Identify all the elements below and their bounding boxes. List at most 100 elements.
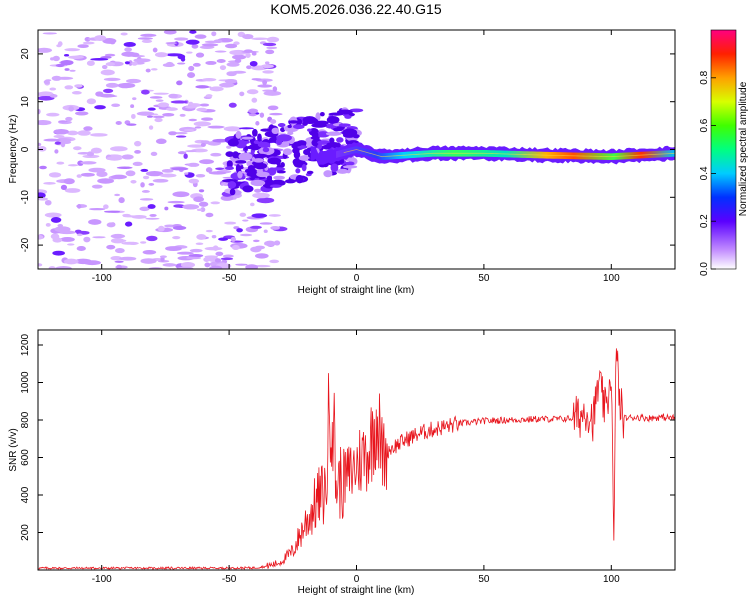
noise-blob-dense	[256, 171, 270, 178]
noise-blob-dense	[251, 146, 258, 151]
noise-blob	[83, 126, 93, 131]
spectrogram-x-tick-label: 0	[354, 273, 360, 284]
noise-blob	[172, 225, 187, 230]
noise-blob-dense	[295, 175, 304, 184]
noise-blob	[215, 167, 225, 170]
noise-blob-dense	[317, 143, 323, 150]
noise-blob-dense	[235, 160, 247, 164]
noise-blob	[55, 63, 65, 68]
noise-blob-dense	[301, 164, 307, 172]
noise-blob-dense	[336, 168, 349, 174]
noise-blob	[54, 226, 71, 233]
noise-blob	[191, 44, 199, 49]
noise-blob	[201, 43, 219, 47]
noise-blob-dense	[322, 144, 332, 150]
spectrogram-y-tick-label: 20	[20, 48, 31, 60]
snr-series-line	[38, 348, 675, 570]
noise-blob	[198, 201, 209, 207]
noise-blob	[168, 131, 177, 136]
noise-blob	[130, 180, 137, 184]
noise-blob	[204, 255, 219, 259]
noise-blob	[137, 37, 153, 40]
noise-blob	[239, 233, 253, 237]
noise-blob	[219, 82, 235, 88]
spectrogram-x-ticks: -100 -50 0 50 100	[92, 30, 620, 284]
noise-blob	[195, 85, 209, 89]
noise-blob	[148, 125, 154, 130]
noise-blob	[146, 235, 158, 242]
noise-blob	[267, 105, 279, 111]
noise-blob	[69, 69, 76, 72]
noise-blob	[188, 253, 204, 258]
noise-blob	[262, 80, 268, 85]
noise-blob	[145, 171, 164, 177]
snr-x-tick-label: 0	[354, 574, 360, 585]
noise-blob	[157, 225, 165, 232]
noise-blob	[152, 47, 158, 53]
noise-blob	[76, 233, 83, 237]
noise-blob-dense	[287, 124, 292, 129]
noise-blob	[218, 237, 229, 241]
noise-blob-dense	[235, 164, 241, 173]
noise-blob	[140, 33, 157, 37]
noise-blob	[99, 93, 115, 98]
noise-blob	[223, 126, 242, 132]
noise-blob	[269, 259, 280, 264]
noise-blob	[94, 35, 107, 41]
noise-blob	[73, 146, 82, 151]
noise-blob-dense	[277, 123, 286, 128]
noise-blob	[184, 172, 189, 175]
noise-blob	[121, 154, 134, 160]
spectrogram-y-tick-label: 0	[20, 146, 31, 152]
noise-blob-dense	[262, 147, 270, 153]
snr-y-tick-label: 200	[20, 524, 31, 541]
noise-blob	[188, 101, 194, 107]
noise-blob	[97, 178, 115, 184]
noise-blob	[141, 39, 153, 44]
noise-blob	[141, 89, 150, 95]
noise-blob	[205, 60, 217, 65]
chart-title: KOM5.2026.036.22.40.G15	[270, 1, 441, 17]
noise-blob	[52, 237, 63, 243]
noise-blob	[119, 256, 137, 261]
noise-blob	[76, 174, 82, 178]
noise-blob	[110, 233, 126, 239]
noise-blob-dense	[225, 151, 234, 158]
noise-blob	[114, 193, 121, 197]
noise-blob	[105, 82, 119, 88]
snr-y-tick-label: 1000	[20, 371, 31, 394]
noise-blob	[187, 144, 206, 148]
noise-blob	[38, 146, 47, 152]
noise-blob-dense	[307, 128, 312, 132]
noise-blob	[239, 91, 245, 97]
noise-blob	[125, 78, 142, 84]
noise-blob	[251, 52, 257, 56]
noise-blob	[268, 214, 281, 217]
noise-blob	[254, 188, 262, 193]
noise-blob	[106, 222, 116, 228]
colorbar-tick-label: 0.2	[699, 214, 710, 228]
noise-blob	[220, 195, 234, 201]
noise-blob	[210, 201, 221, 205]
noise-blob	[260, 64, 274, 69]
noise-blob	[195, 242, 204, 246]
noise-blob-dense	[241, 136, 254, 140]
noise-blob	[140, 182, 145, 188]
noise-blob	[251, 37, 269, 41]
noise-blob	[54, 141, 61, 145]
noise-blob	[230, 236, 236, 242]
noise-blob	[46, 112, 60, 117]
noise-blob	[232, 54, 247, 60]
noise-blob	[94, 105, 106, 110]
noise-blob	[249, 60, 258, 67]
snr-background	[38, 330, 675, 570]
noise-blob	[199, 159, 215, 165]
spectrogram-ylabel: Frequency (Hz)	[8, 115, 19, 184]
noise-blob	[110, 238, 125, 244]
noise-blob	[186, 51, 193, 54]
noise-blob	[254, 253, 269, 259]
snr-y-tick-label: 600	[20, 449, 31, 466]
noise-blob-dense	[284, 179, 297, 184]
noise-blob	[60, 60, 74, 66]
noise-blob	[110, 255, 122, 261]
